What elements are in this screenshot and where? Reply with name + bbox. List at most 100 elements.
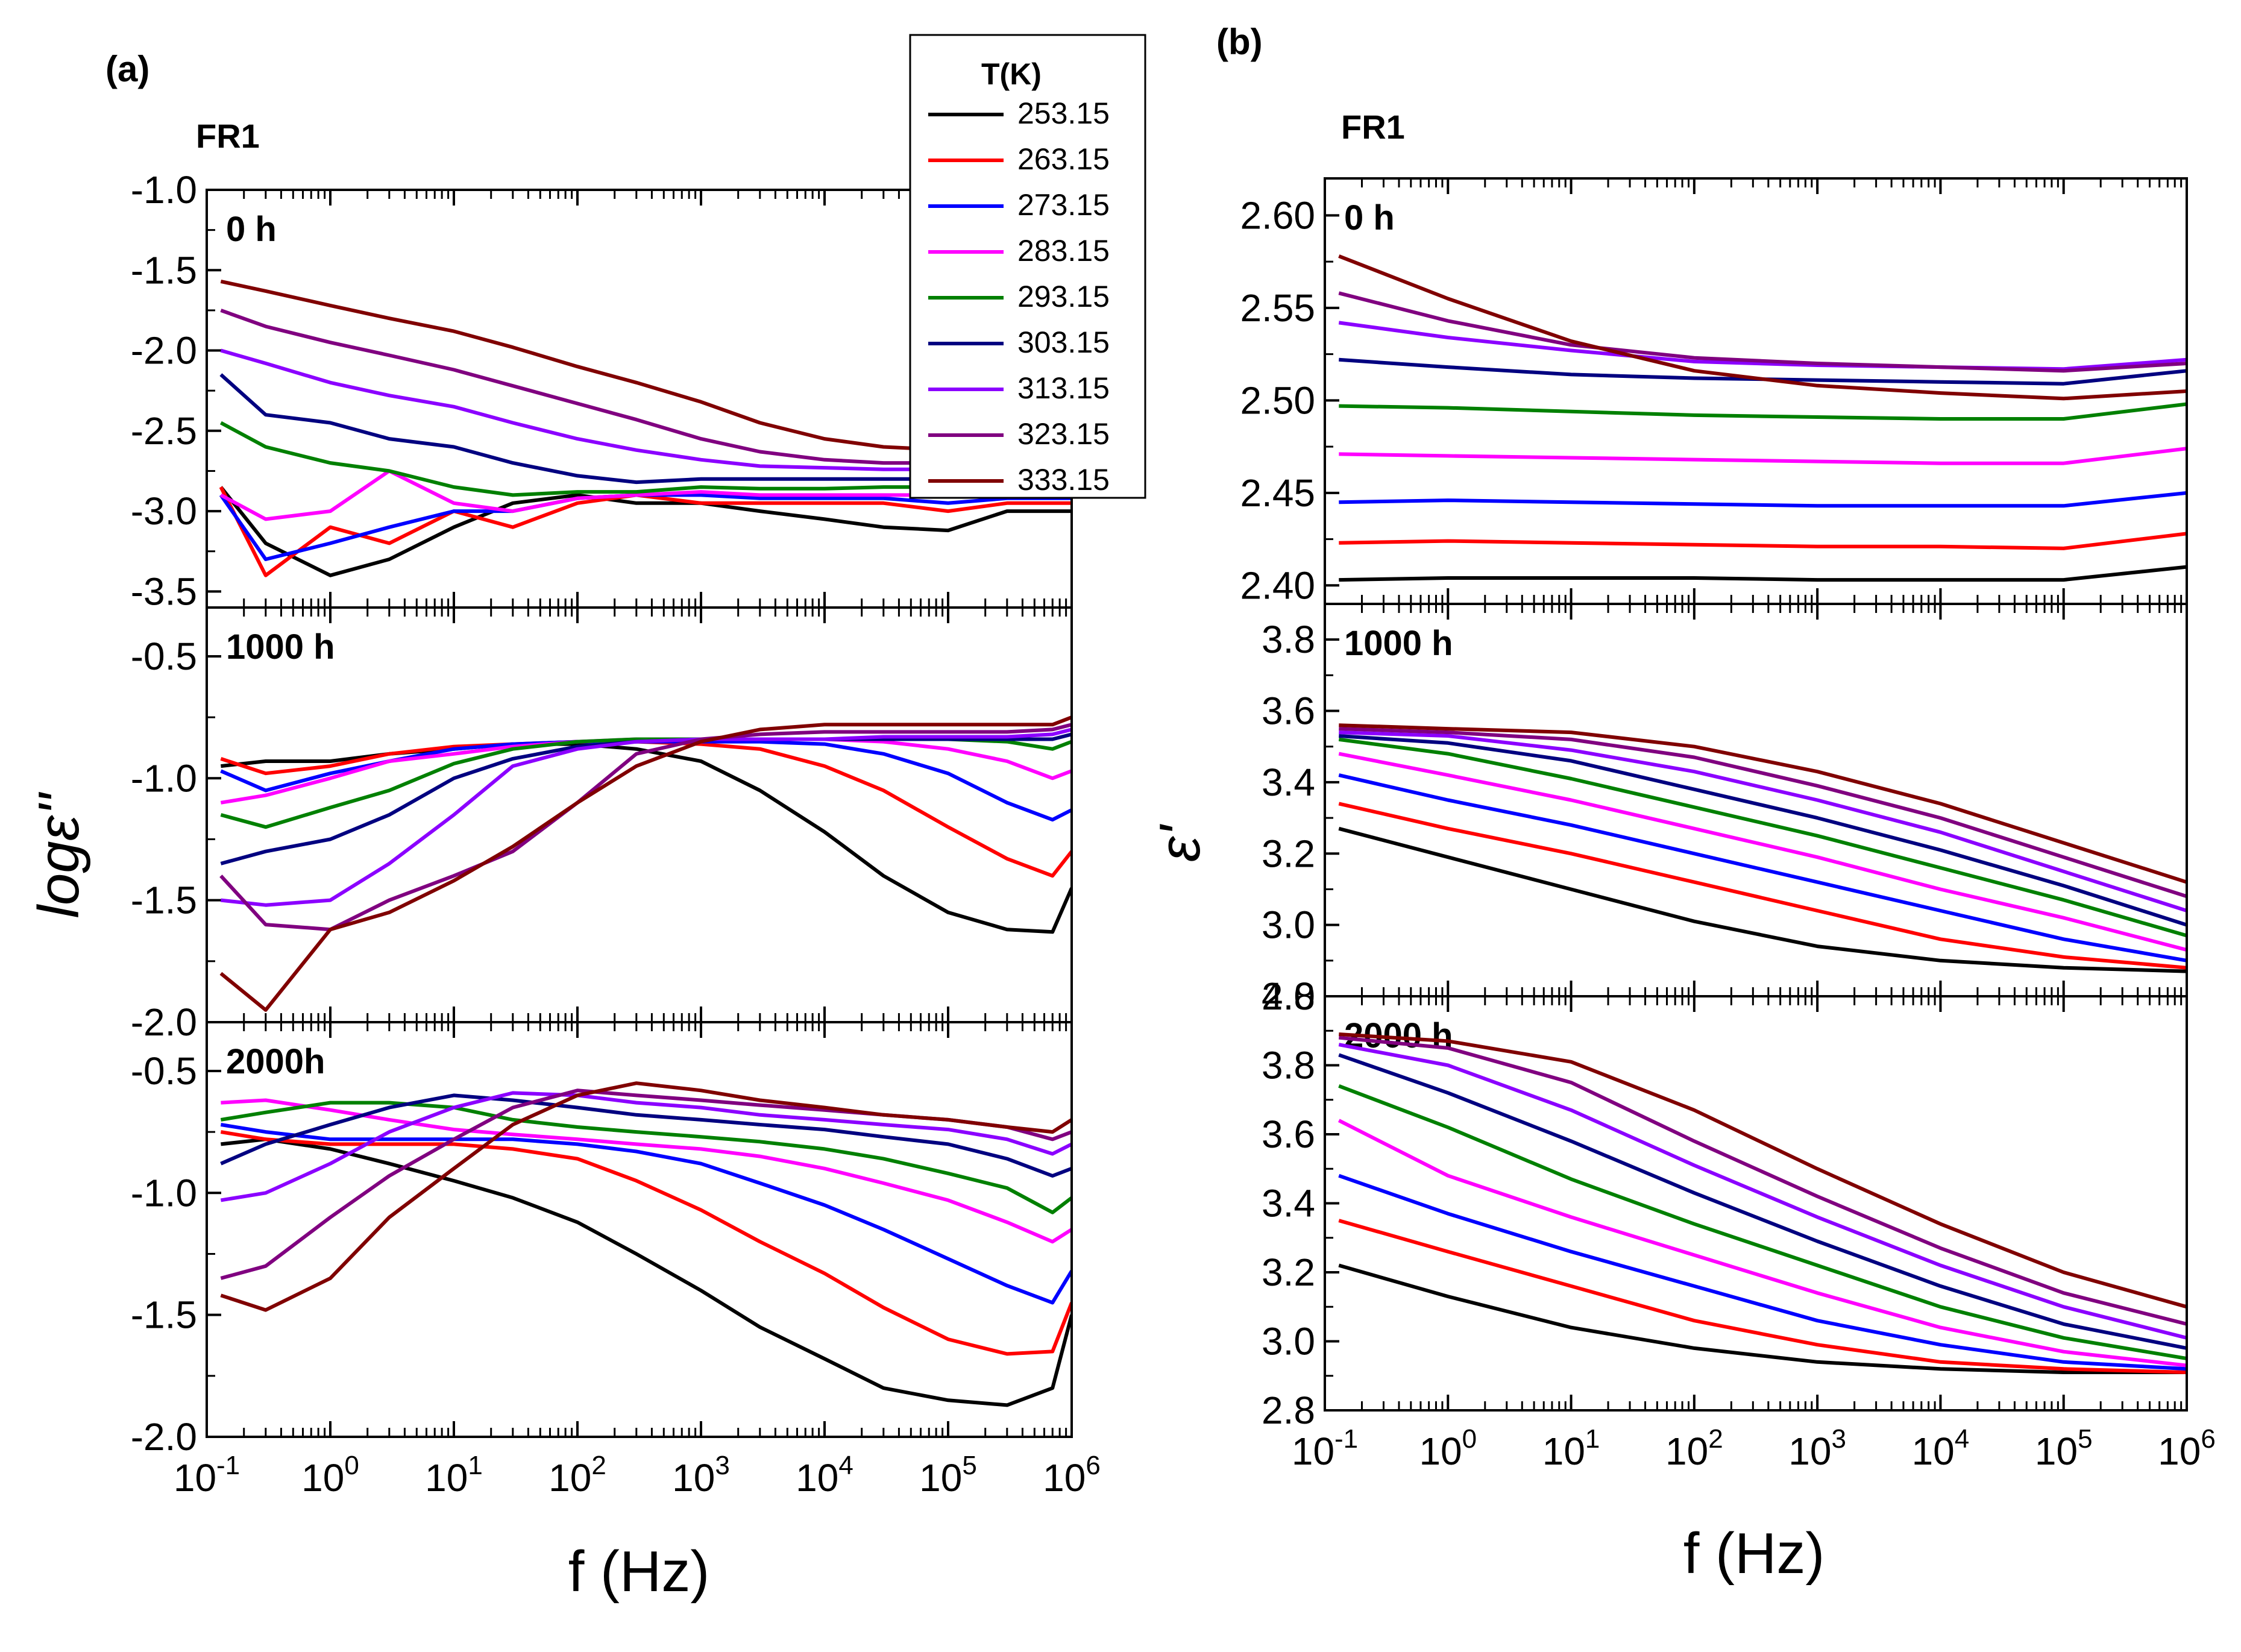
panel-b-tag: (b) xyxy=(1216,22,1263,62)
x-tick-label: 103 xyxy=(672,1451,730,1500)
series-group xyxy=(219,715,1072,1012)
y-axis-title-a: logε'' xyxy=(27,791,91,919)
axes-layer: -1.0-1.5-2.0-2.5-3.0-3.50 h-0.5-1.0-1.5-… xyxy=(131,168,2216,1500)
sample-label-b: FR1 xyxy=(1341,108,1405,146)
series-line-323.15 xyxy=(1339,1035,2187,1326)
series-line-333.15 xyxy=(220,1081,1072,1312)
y-tick-label: 2.8 xyxy=(1262,975,1315,1018)
series-line-293.15 xyxy=(1339,402,2187,421)
legend-label: 333.15 xyxy=(1017,463,1110,497)
y-tick-label: 3.8 xyxy=(1262,1044,1315,1087)
series-line-323.15 xyxy=(1339,727,2187,899)
y-tick-label: -0.5 xyxy=(131,1049,197,1093)
plot-frame xyxy=(206,1021,1073,1438)
x-tick-label: 104 xyxy=(1912,1424,1970,1473)
y-tick-label: 3.0 xyxy=(1262,1320,1315,1363)
subplot-time-label: 1000 h xyxy=(226,627,335,667)
y-tick-label: -1.0 xyxy=(131,1171,197,1214)
x-tick-label: 10-1 xyxy=(174,1451,240,1500)
y-tick-label: 3.2 xyxy=(1262,1251,1315,1294)
y-tick-label: 4.0 xyxy=(1262,975,1315,1018)
y-tick-label: -1.0 xyxy=(131,756,197,800)
plot-frame xyxy=(1324,995,2188,1412)
series-line-303.15 xyxy=(220,1093,1072,1178)
series-line-273.15 xyxy=(1338,1173,2187,1371)
series-line-303.15 xyxy=(1339,734,2187,927)
y-tick-label: 3.8 xyxy=(1262,618,1315,661)
subplot-a-0h: -1.0 -1.5 -2.0 -2.5 -3.0 -3.5 0 h xyxy=(131,168,1073,613)
subplot-time-label: 0 h xyxy=(1344,198,1395,237)
legend-box xyxy=(909,34,1146,499)
y-tick-label: 2.8 xyxy=(1262,1389,1315,1432)
y-tick-label: -2.0 xyxy=(131,1000,197,1044)
series-line-293.15 xyxy=(1338,737,2187,938)
legend-label: 253.15 xyxy=(1017,96,1110,130)
legend-entries: 253.15 263.15 273.15 283.15 293.15 303.15 313.… xyxy=(928,96,1110,497)
series-line-313.15 xyxy=(221,727,1072,907)
series-line-253.15 xyxy=(1338,826,2187,973)
series-group xyxy=(220,1081,1072,1407)
plot-frame xyxy=(206,606,1073,1023)
legend: T(K) 253.15 263.15 273.15 283.15 293.15 303.1… xyxy=(909,34,1146,499)
panel-a-tag: (a) xyxy=(105,49,149,89)
series-line-263.15 xyxy=(220,1130,1072,1356)
y-tick-label: -3.0 xyxy=(131,489,197,533)
y-tick-label: 3.4 xyxy=(1262,761,1315,804)
x-tick-label: 103 xyxy=(1788,1424,1846,1473)
subplot-time-label: 2000h xyxy=(226,1042,325,1081)
x-tick-label: 105 xyxy=(2035,1424,2093,1473)
legend-title: T(K) xyxy=(981,57,1042,91)
series-line-263.15 xyxy=(1339,532,2187,550)
legend-label: 303.15 xyxy=(1017,325,1110,359)
y-tick-label: 2.60 xyxy=(1240,193,1315,237)
series-line-333.15 xyxy=(1339,723,2187,884)
series-line-253.15 xyxy=(1338,1263,2187,1374)
legend-label: 263.15 xyxy=(1017,142,1110,176)
y-tick-label: 2.50 xyxy=(1240,378,1315,422)
series-group xyxy=(1338,254,2187,582)
y-tick-label: 2.40 xyxy=(1240,564,1315,607)
series-line-283.15 xyxy=(1337,1119,2187,1368)
series-line-323.15 xyxy=(1338,291,2187,373)
series-line-333.15 xyxy=(219,715,1072,1012)
subplot-time-label: 0 h xyxy=(226,210,277,249)
y-tick-label: 3.6 xyxy=(1262,1113,1315,1156)
series-line-313.15 xyxy=(1339,730,2187,912)
x-tick-label: 102 xyxy=(548,1451,606,1500)
legend-label: 323.15 xyxy=(1017,417,1110,451)
y-tick-label: -2.0 xyxy=(131,1415,197,1459)
y-tick-label: -1.5 xyxy=(131,879,197,922)
series-line-313.15 xyxy=(1338,1043,2187,1340)
series-line-303.15 xyxy=(220,732,1072,865)
series-line-293.15 xyxy=(1338,1084,2187,1361)
y-tick-label: 3.4 xyxy=(1262,1182,1315,1225)
x-tick-label: 104 xyxy=(796,1451,853,1500)
subplot-a-2000h: -0.5 -1.0 -1.5 -2.0 2000h 10-1 100 101 102 103 104… xyxy=(131,1022,1101,1500)
y-tick-label: 2.45 xyxy=(1240,471,1315,515)
x-tick-label: 100 xyxy=(1419,1424,1477,1473)
series-line-273.15 xyxy=(1338,773,2187,963)
series-line-293.15 xyxy=(220,1101,1072,1214)
series-line-303.15 xyxy=(1338,1053,2187,1350)
y-tick-label: -1.5 xyxy=(131,1293,197,1337)
x-tick-label: 102 xyxy=(1665,1424,1723,1473)
x-tick-label: 101 xyxy=(1542,1424,1600,1473)
series-line-253.15 xyxy=(1339,565,2187,582)
y-tick-label: 3.6 xyxy=(1262,689,1315,733)
x-tick-label: 101 xyxy=(425,1451,483,1500)
series-line-273.15 xyxy=(220,1123,1072,1305)
series-line-273.15 xyxy=(1339,491,2187,508)
sample-label-a: FR1 xyxy=(196,117,260,155)
y-tick-label: 2.55 xyxy=(1240,286,1315,330)
y-tick-label: -2.5 xyxy=(131,409,197,453)
x-axis-title-b: f (Hz) xyxy=(1683,1521,1825,1586)
y-tick-label: 3.0 xyxy=(1262,903,1315,947)
series-line-333.15 xyxy=(1338,254,2187,401)
legend-label: 273.15 xyxy=(1017,188,1110,222)
x-tick-label: 106 xyxy=(2158,1424,2216,1473)
y-tick-label: 3.2 xyxy=(1262,832,1315,875)
series-group xyxy=(1337,1032,2187,1374)
x-tick-label: 105 xyxy=(919,1451,977,1500)
series-line-283.15 xyxy=(1338,752,2187,952)
